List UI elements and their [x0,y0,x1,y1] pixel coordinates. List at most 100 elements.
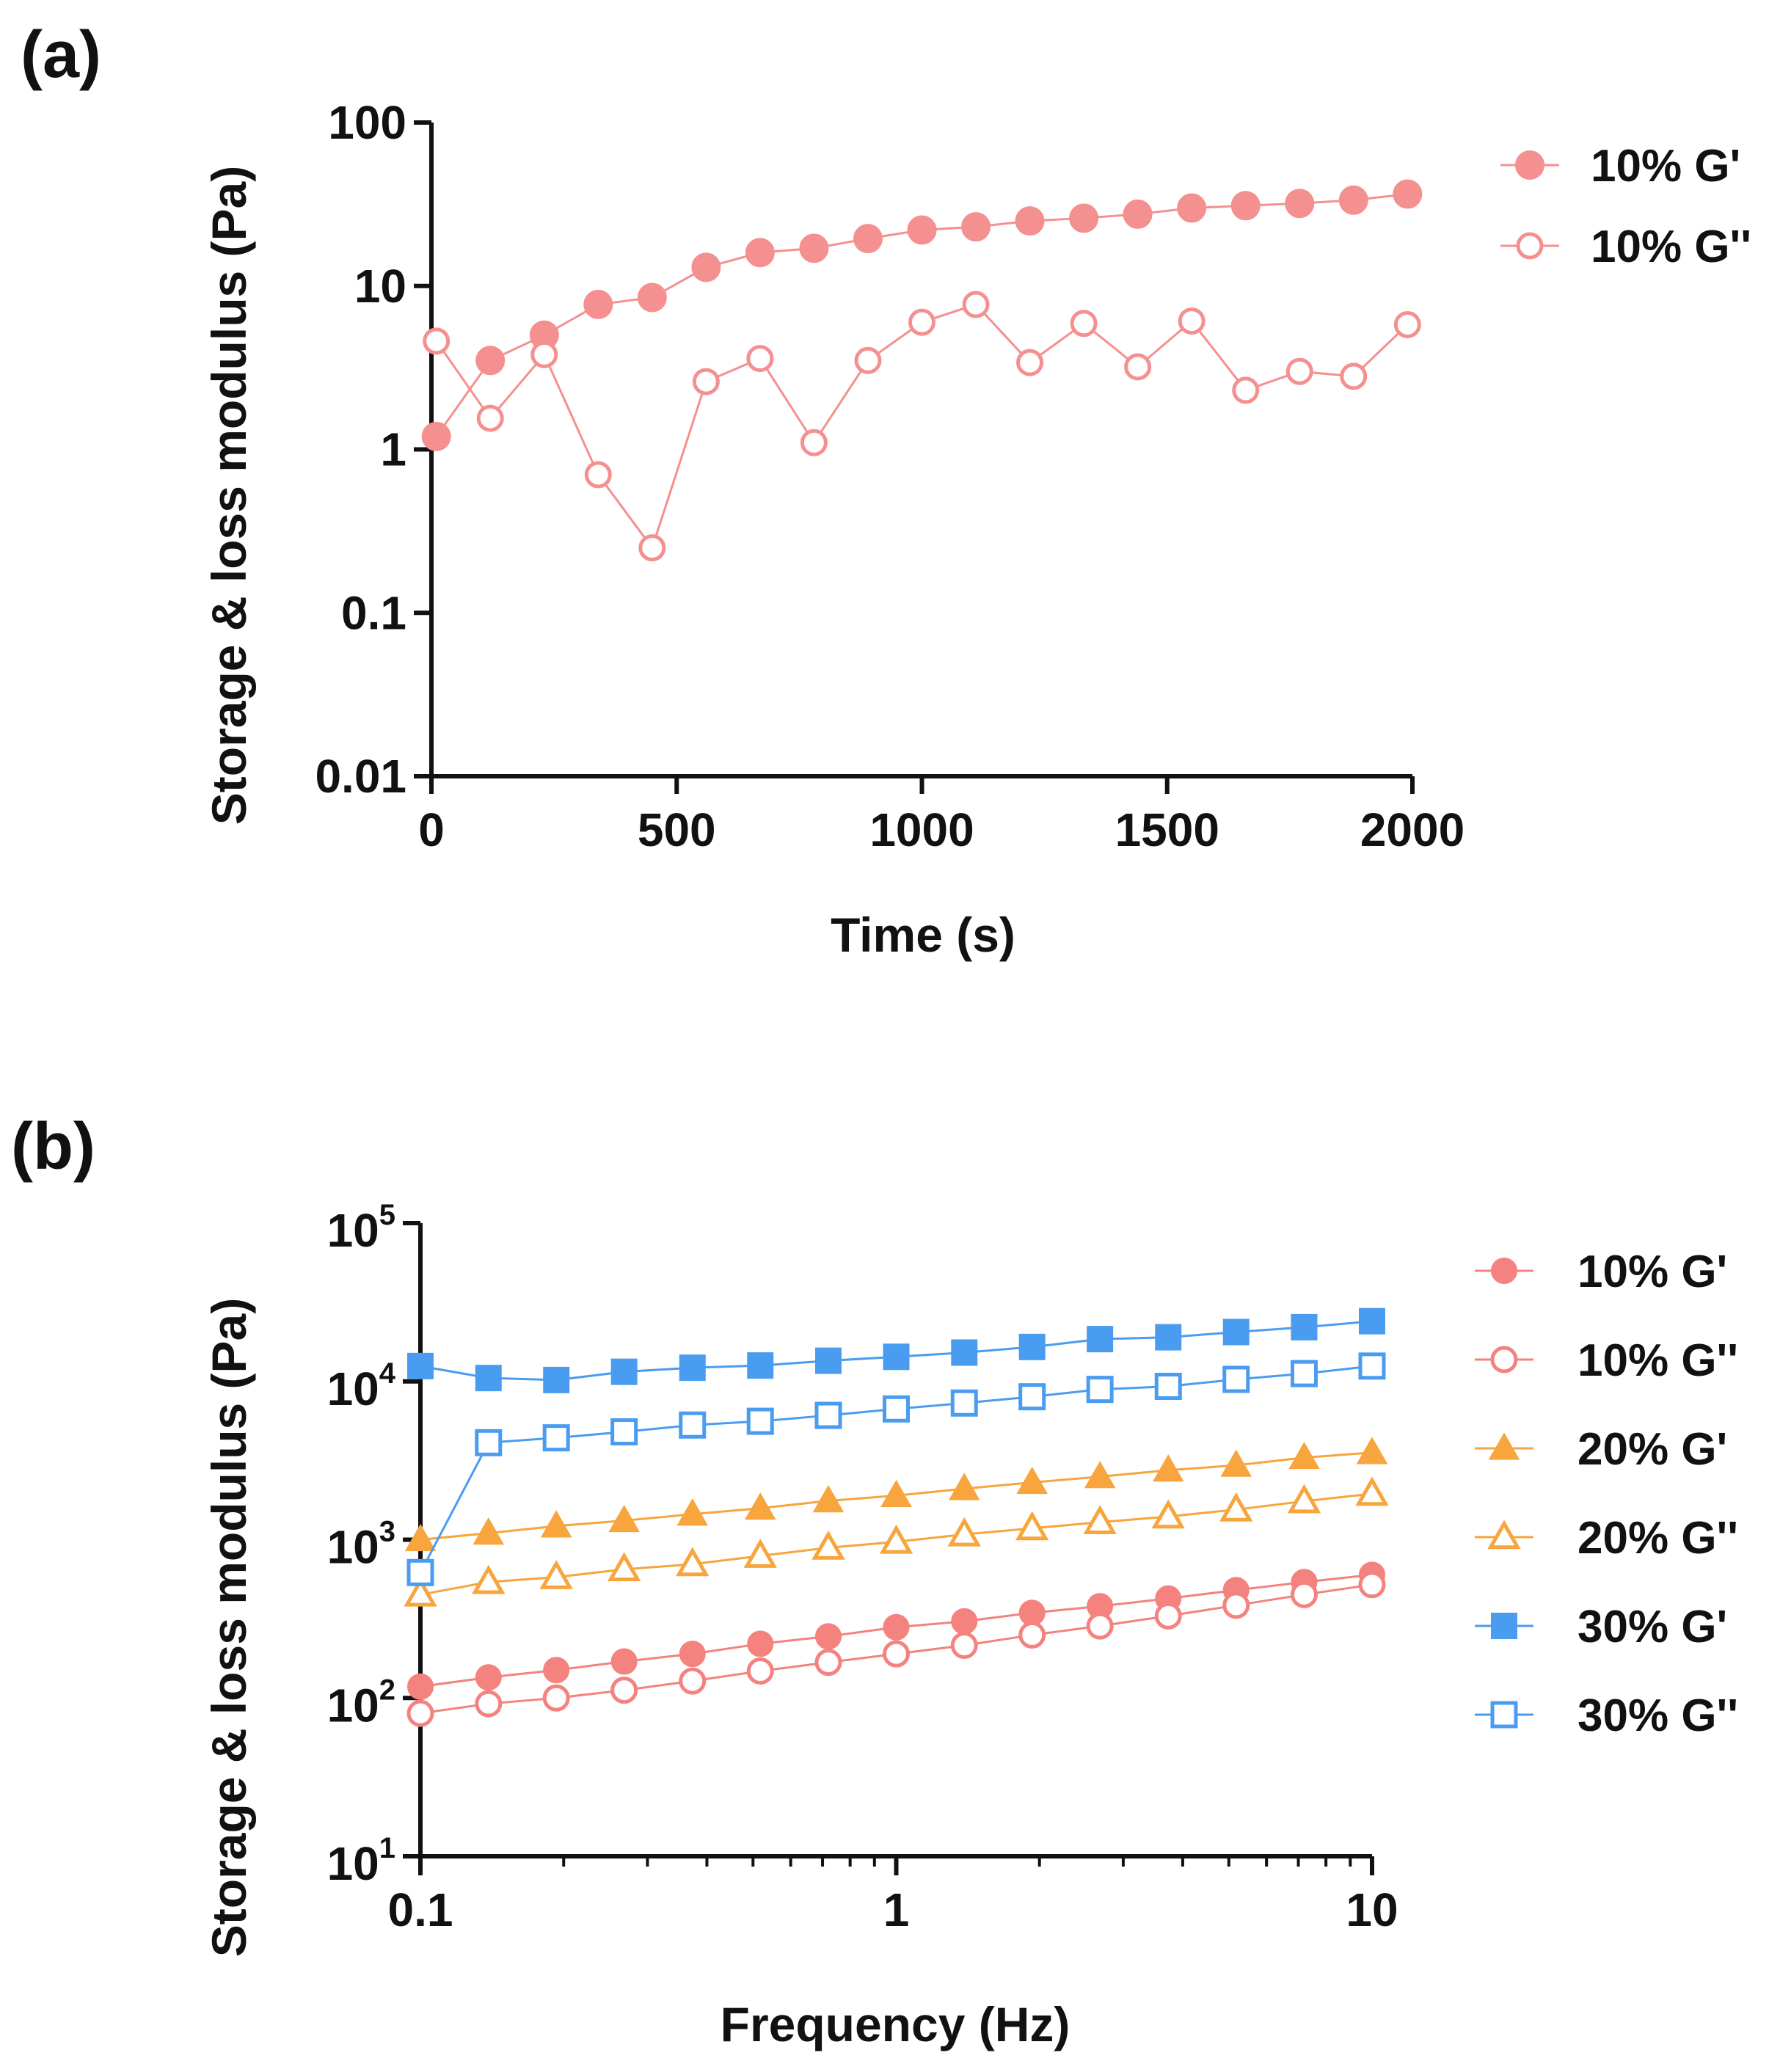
data-point-20pct-g-storage [1220,1449,1252,1477]
legend-item-10pct-g-storage: 10% G' [1475,1247,1727,1297]
data-point-30pct-g-storage [543,1366,570,1393]
panel-b-y-tick-label: 101 [327,1832,395,1890]
data-point-10pct-g-loss [1285,357,1313,385]
data-point-10pct-g-loss [883,1640,910,1668]
data-point-20pct-g-loss [472,1564,506,1594]
data-point-30pct-g-loss [610,1418,638,1446]
panel-a-legend: 10% G' 10% G'' [1500,141,1751,272]
data-point-20pct-g-loss [947,1517,981,1547]
panel-a-label: (a) [21,18,101,92]
data-point-10pct-g-loss [476,404,504,432]
panel-b-y-tick-label: 102 [327,1674,395,1732]
legend-marker [1487,1520,1521,1550]
legend-label: 20% G'' [1577,1513,1738,1564]
data-point-10pct-g-storage [1285,189,1315,219]
data-point-10pct-g-loss [638,534,666,562]
panel-a-x-tick-label: 1500 [1115,803,1219,856]
data-point-10pct-g-storage [1230,191,1261,221]
data-point-30pct-g-storage [610,1358,638,1385]
data-point-30pct-g-loss [1222,1365,1250,1393]
data-point-10pct-g-loss [1070,310,1098,338]
legend-item-30pct-g-storage: 30% G' [1475,1602,1727,1652]
panel-a-x-axis-title: Time (s) [831,908,1015,962]
data-point-30pct-g-loss [406,1558,434,1586]
panel-a-y-tick-label: 0.1 [341,586,406,639]
data-point-30pct-g-loss [883,1395,910,1423]
data-point-30pct-g-storage [1018,1333,1046,1360]
data-point-10pct-g-storage [1123,199,1153,229]
legend-label: 10% G'' [1591,222,1751,272]
legend-marker [1490,1346,1518,1374]
series-10pct-g-loss [406,1571,1386,1727]
panel-a-x-tick-label: 1000 [869,803,974,856]
data-point-20pct-g-loss [607,1552,641,1582]
data-point-10pct-g-storage [543,1657,570,1684]
data-point-10pct-g-loss [584,461,612,489]
panel-b-x-tick-label: 1 [883,1883,910,1936]
data-point-20pct-g-storage [1288,1442,1320,1470]
data-point-20pct-g-storage [880,1479,912,1508]
legend-label: 10% G' [1591,141,1740,191]
data-point-20pct-g-loss [1151,1499,1185,1529]
legend-label: 20% G' [1577,1424,1727,1475]
data-point-10pct-g-loss [962,291,990,318]
data-point-10pct-g-loss [908,308,935,336]
panel-a-y-tick-label: 1 [380,423,406,476]
legend-label: 10% G' [1577,1247,1727,1297]
data-point-10pct-g-loss [692,368,720,395]
data-point-10pct-g-storage [883,1613,910,1641]
panel-b-plot-area: 101 102 103 104 105 0.1 1 10 [327,1199,1398,1936]
data-point-30pct-g-storage [951,1339,978,1366]
data-point-10pct-g-loss [1232,376,1260,404]
data-point-10pct-g-storage [1069,203,1099,233]
data-point-30pct-g-loss [1358,1352,1386,1380]
data-point-10pct-g-loss [746,1657,774,1685]
series-line-10pct-g-loss [435,303,1409,550]
data-point-10pct-g-loss [746,345,774,373]
series-10pct-g-loss [423,291,1421,562]
series-30pct-g-storage [407,1307,1385,1393]
legend-marker [1490,1701,1518,1729]
legend-item-10pct-g-loss: 10% G'' [1475,1335,1738,1386]
data-point-30pct-g-loss [542,1424,570,1452]
data-point-20pct-g-loss [1083,1505,1117,1534]
legend-marker [1488,1432,1520,1460]
data-point-10pct-g-loss [854,346,882,374]
data-point-10pct-g-loss [1178,307,1205,335]
panel-b-x-tick-label: 0.1 [388,1883,453,1936]
data-point-10pct-g-storage [814,1623,842,1650]
data-point-20pct-g-loss [676,1547,710,1577]
panel-b-y-axis-title: Storage & loss modulus (Pa) [202,1298,256,1957]
data-point-10pct-g-storage [1015,206,1045,236]
data-point-20pct-g-loss [743,1539,777,1568]
data-point-20pct-g-storage [473,1517,505,1545]
panel-a-x-tick-label: 500 [638,803,716,856]
data-point-10pct-g-loss [950,1632,978,1660]
data-point-10pct-g-loss [814,1649,842,1677]
data-point-10pct-g-storage [407,1673,434,1700]
data-point-10pct-g-storage [1177,193,1207,223]
panel-a-y-tick-label: 10 [354,260,406,313]
data-point-10pct-g-storage [1338,185,1368,215]
data-point-10pct-g-loss [1016,349,1044,376]
data-point-30pct-g-storage [407,1352,434,1379]
data-point-30pct-g-storage [814,1347,842,1374]
data-point-10pct-g-storage [747,1630,774,1657]
data-point-30pct-g-loss [1086,1376,1114,1404]
data-point-30pct-g-storage [1291,1313,1318,1340]
data-point-10pct-g-storage [583,290,613,320]
data-point-10pct-g-storage [475,346,506,376]
data-point-10pct-g-storage [745,238,775,268]
data-point-20pct-g-storage [676,1498,709,1526]
data-point-30pct-g-storage [1222,1318,1250,1346]
data-point-10pct-g-loss [530,340,558,368]
data-point-20pct-g-storage [812,1484,845,1513]
data-point-20pct-g-storage [404,1523,437,1552]
legend-marker [1491,1613,1517,1639]
data-point-10pct-g-loss [475,1690,503,1718]
data-point-30pct-g-loss [475,1429,503,1456]
data-point-10pct-g-storage [637,282,667,313]
data-point-10pct-g-loss [1124,353,1152,381]
data-point-10pct-g-loss [1340,362,1368,390]
